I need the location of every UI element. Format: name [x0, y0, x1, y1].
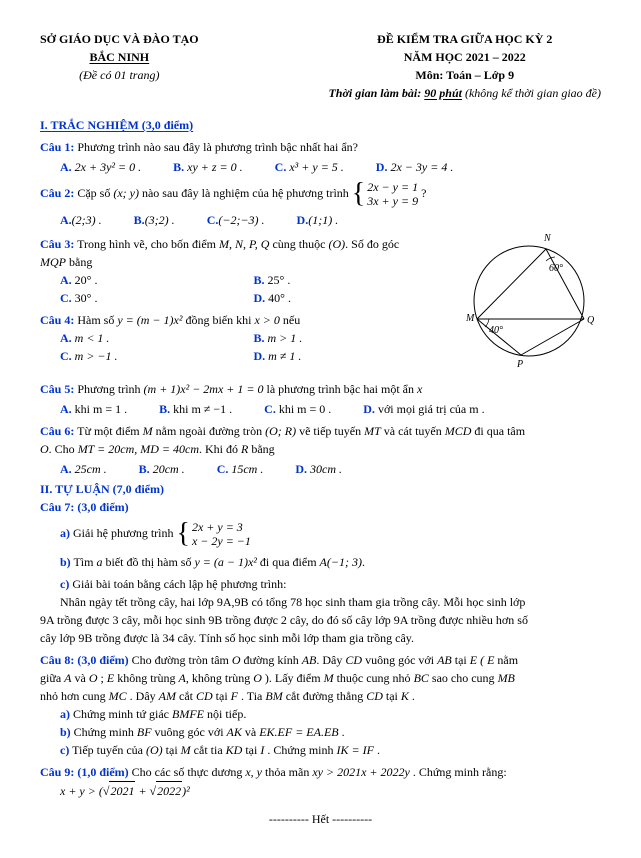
q5-options: A. khi m = 1 . B. khi m ≠ −1 . C. khi m …: [60, 400, 601, 418]
province: BẮC NINH: [40, 48, 199, 66]
q3-options-2: C. 30° . D. 40° .: [60, 289, 447, 307]
question-1: Câu 1: Phương trình nào sau đây là phươn…: [40, 138, 601, 156]
q3-label: Câu 3:: [40, 237, 74, 251]
authority: SỞ GIÁO DỤC VÀ ĐÀO TẠO: [40, 30, 199, 48]
school-year: NĂM HỌC 2021 – 2022: [328, 48, 601, 66]
q1-options: A. 2x + 3y² = 0 . B. xy + z = 0 . C. x³ …: [60, 158, 601, 176]
q7a: a) Giải hệ phương trình { 2x + y = 3 x −…: [60, 520, 601, 549]
q8c: c) Tiếp tuyến của (O) tại M cắt tia KD t…: [60, 741, 601, 759]
circle-figure: N M Q P 60° 40°: [451, 231, 601, 376]
subject: Môn: Toán – Lớp 9: [328, 66, 601, 84]
q9-eq: x + y > (√2021 + √2022)²: [60, 781, 601, 800]
q8-line3: nhỏ hơn cung MC . Dây AM cắt CD tại F . …: [40, 687, 601, 705]
q4-label: Câu 4:: [40, 313, 74, 327]
q4-options: A. m < 1 . B. m > 1 .: [60, 329, 447, 347]
q7-story-2: 9A trồng được 3 cây, mỗi học sinh 9B trồ…: [40, 611, 601, 629]
q4-options-2: C. m > −1 . D. m ≠ 1 .: [60, 347, 447, 365]
svg-text:60°: 60°: [549, 263, 563, 274]
q8-label: Câu 8: (3,0 điểm): [40, 653, 129, 667]
q2-options: A.(2;3) . B.(3;2) . C.(−2;−3) . D.(1;1) …: [60, 211, 601, 229]
q8-line2: giữa A và O ; E không trùng A, không trù…: [40, 669, 601, 687]
q6-options: A. 25cm . B. 20cm . C. 15cm . D. 30cm .: [60, 460, 601, 478]
q7-label: Câu 7: (3,0 điểm): [40, 498, 601, 516]
q1-label: Câu 1:: [40, 140, 74, 154]
q1-text: Phương trình nào sau đây là phương trình…: [74, 140, 358, 154]
section-1-title: I. TRẮC NGHIỆM (3,0 điểm): [40, 116, 601, 134]
q7b: b) Tìm a biết đồ thị hàm số y = (a − 1)x…: [60, 553, 601, 571]
q8a: a) Chứng minh tứ giác BMFE nội tiếp.: [60, 705, 601, 723]
question-5: Câu 5: Phương trình (m + 1)x² − 2mx + 1 …: [40, 380, 601, 398]
q6-label: Câu 6:: [40, 424, 74, 438]
svg-text:P: P: [516, 359, 523, 370]
q3-options: A. 20° . B. 25° .: [60, 271, 447, 289]
end-marker: ---------- Hết ----------: [40, 810, 601, 828]
exam-title: ĐỀ KIỂM TRA GIỮA HỌC KỲ 2: [328, 30, 601, 48]
svg-text:Q: Q: [587, 315, 595, 326]
q5-label: Câu 5:: [40, 382, 74, 396]
q2-label: Câu 2:: [40, 186, 74, 200]
question-8: Câu 8: (3,0 điểm) Cho đường tròn tâm O đ…: [40, 651, 601, 669]
page-note: (Đề có 01 trang): [40, 66, 199, 84]
q9-label: Câu 9: (1,0 điểm): [40, 765, 129, 779]
q2-system: { 2x − y = 1 3x + y = 9: [352, 180, 418, 209]
page-header: SỞ GIÁO DỤC VÀ ĐÀO TẠO BẮC NINH (Đề có 0…: [40, 30, 601, 102]
svg-text:40°: 40°: [489, 325, 503, 336]
question-6: Câu 6: Từ một điểm M nằm ngoài đường trò…: [40, 422, 601, 440]
section-2-title: II. TỰ LUẬN (7,0 điểm): [40, 480, 601, 498]
q7-story-3: cây lớp 9B trồng được là 34 cây. Tính số…: [40, 629, 601, 647]
question-4: Câu 4: Hàm số y = (m − 1)x² đồng biến kh…: [40, 311, 447, 329]
header-left: SỞ GIÁO DỤC VÀ ĐÀO TẠO BẮC NINH (Đề có 0…: [40, 30, 199, 102]
svg-text:N: N: [543, 233, 552, 244]
q8b: b) Chứng minh BF vuông góc với AK và EK.…: [60, 723, 601, 741]
question-9: Câu 9: (1,0 điểm) Cho các số thực dương …: [40, 763, 601, 781]
question-2: Câu 2: Cặp số (x; y) nào sau đây là nghi…: [40, 180, 601, 209]
question-3: Câu 3: Trong hình vẽ, cho bốn điểm M, N,…: [40, 235, 447, 253]
q6-line2: O. Cho MT = 20cm, MD = 40cm. Khi đó R bằ…: [40, 440, 601, 458]
header-right: ĐỀ KIỂM TRA GIỮA HỌC KỲ 2 NĂM HỌC 2021 –…: [328, 30, 601, 102]
duration: Thời gian làm bài: 90 phút (không kể thờ…: [328, 84, 601, 102]
q3-line2: MQP bằng: [40, 253, 447, 271]
q3-q5-block: Câu 3: Trong hình vẽ, cho bốn điểm M, N,…: [40, 231, 601, 376]
q7-story-1: Nhân ngày tết trồng cây, hai lớp 9A,9B c…: [60, 593, 601, 611]
q7c: c) Giải bài toán bằng cách lập hệ phương…: [60, 575, 601, 593]
svg-text:M: M: [465, 313, 475, 324]
